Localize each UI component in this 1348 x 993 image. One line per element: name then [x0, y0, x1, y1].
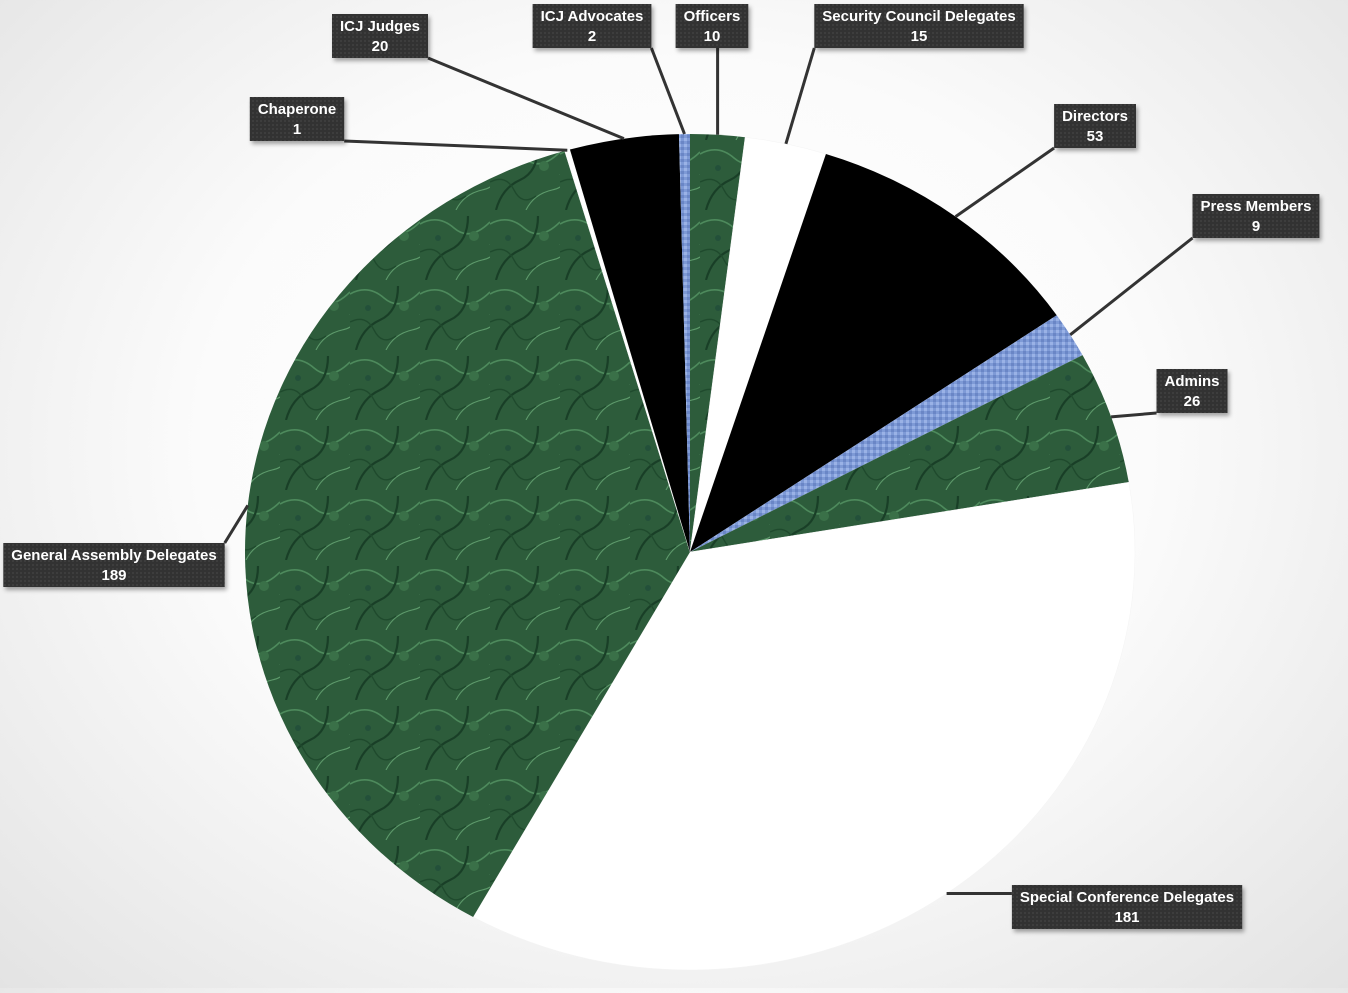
data-label-box — [3, 543, 225, 587]
data-label-name: Security Council Delegates — [822, 8, 1015, 25]
data-label-box — [814, 4, 1024, 48]
pie-slice-security-council-delegates — [689, 136, 827, 553]
data-label-name: ICJ Judges — [340, 18, 420, 35]
data-label-name: Directors — [1062, 108, 1128, 125]
data-label-value: 53 — [1087, 128, 1104, 145]
data-label-value: 189 — [101, 567, 126, 584]
data-label-value: 10 — [704, 28, 721, 45]
leader-line-press-members — [1069, 236, 1194, 336]
pie-slice-special-conference-delegates — [472, 481, 1136, 971]
data-label-value: 26 — [1184, 393, 1201, 410]
data-label-name: Admins — [1164, 373, 1219, 390]
leader-line-general-assembly-delegates — [223, 504, 250, 544]
data-label-value: 15 — [911, 28, 928, 45]
data-label-box — [1192, 194, 1320, 238]
leader-line-chaperone — [344, 139, 568, 152]
data-label-box — [1054, 104, 1136, 148]
data-label-icj-judges: ICJ Judges 20 — [332, 14, 428, 58]
data-label-security-council-delegates: Security Council Delegates 15 — [814, 4, 1024, 48]
data-label-name: Press Members — [1201, 198, 1312, 215]
pie-slice-icj-judges — [569, 134, 690, 552]
data-label-general-assembly-delegates: General Assembly Delegates 189 — [3, 543, 225, 587]
pie-slice-directors — [690, 153, 1057, 553]
pie-slice-general-assembly-delegates — [244, 150, 690, 917]
data-label-box — [1156, 369, 1228, 413]
data-label-name: ICJ Advocates — [541, 8, 644, 25]
data-label-officers: Officers 10 — [675, 4, 749, 48]
data-label-icj-advocates: ICJ Advocates 2 — [532, 4, 652, 48]
data-label-value: 9 — [1252, 218, 1260, 235]
data-label-value: 181 — [1114, 909, 1139, 926]
leader-line-admins — [1110, 411, 1157, 419]
data-label-value: 1 — [293, 121, 301, 138]
pie-slice-icj-advocates — [678, 134, 690, 552]
leader-line-icj-advocates — [650, 47, 686, 135]
data-label-value: 2 — [588, 28, 596, 45]
leader-line-icj-judges — [427, 56, 625, 140]
data-label-special-conference-delegates: Special Conference Delegates 181 — [1011, 885, 1243, 929]
data-label-name: General Assembly Delegates — [11, 547, 216, 564]
data-label-box — [1011, 885, 1243, 929]
data-label-box — [249, 97, 345, 141]
data-label-directors: Directors 53 — [1054, 104, 1136, 148]
data-label-name: Chaperone — [258, 101, 336, 118]
pie-slice-admins — [690, 355, 1129, 552]
pie-slice-press-members — [690, 315, 1083, 552]
data-label-name: Officers — [684, 8, 741, 25]
data-label-chaperone: Chaperone 1 — [249, 97, 345, 141]
data-label-value: 20 — [372, 38, 389, 55]
data-label-box — [532, 4, 652, 48]
data-label-box — [675, 4, 749, 48]
leader-line-directors — [954, 146, 1055, 218]
data-label-press-members: Press Members 9 — [1192, 194, 1320, 238]
data-label-admins: Admins 26 — [1156, 369, 1228, 413]
data-label-box — [332, 14, 428, 58]
leader-line-security-council-delegates — [784, 47, 816, 145]
data-label-name: Special Conference Delegates — [1020, 889, 1234, 906]
